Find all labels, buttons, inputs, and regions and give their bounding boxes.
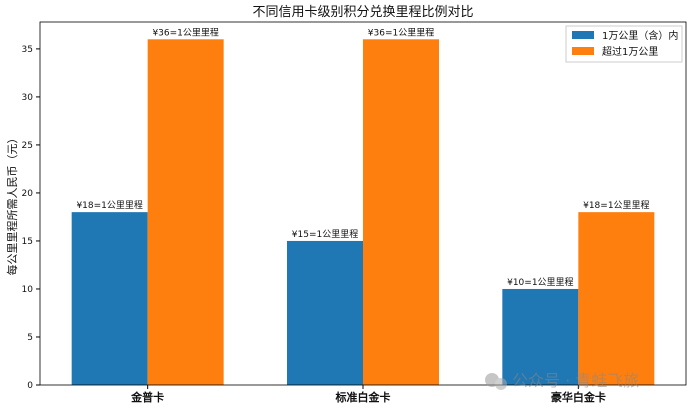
bar xyxy=(578,212,655,385)
watermark: 公众号 · 青蛙飞旅 xyxy=(485,371,639,390)
data-label: ¥18=1公里里程 xyxy=(583,200,649,211)
y-tick-label: 15 xyxy=(22,237,33,247)
bar xyxy=(502,288,579,385)
data-label: ¥15=1公里里程 xyxy=(292,229,358,240)
y-tick-label: 35 xyxy=(22,45,33,55)
y-tick-label: 5 xyxy=(27,333,33,343)
legend-swatch-1 xyxy=(572,47,594,55)
plot-frame xyxy=(39,21,687,386)
legend-label-1: 超过1万公里 xyxy=(602,45,658,58)
legend: 1万公里（含）内 超过1万公里 xyxy=(565,25,683,63)
legend-swatch-0 xyxy=(572,31,594,39)
data-label: ¥10=1公里里程 xyxy=(507,277,573,288)
y-tick-label: 10 xyxy=(22,285,34,295)
y-tick-label: 25 xyxy=(22,141,33,151)
x-tick-label: 豪华白金卡 xyxy=(551,390,606,404)
bar xyxy=(287,240,363,385)
chart-title: 不同信用卡级别积分兑换里程比例对比 xyxy=(252,5,473,20)
x-tick-label: 标准白金卡 xyxy=(335,390,391,404)
y-tick-label: 0 xyxy=(27,381,33,391)
y-tick-label: 20 xyxy=(22,189,34,199)
bar xyxy=(147,39,224,386)
data-label: ¥36=1公里里程 xyxy=(368,27,434,38)
watermark-text: 公众号 · 青蛙飞旅 xyxy=(512,371,639,390)
data-label: ¥36=1公里里程 xyxy=(152,27,218,38)
bar xyxy=(363,39,439,386)
y-tick-label: 30 xyxy=(22,93,34,103)
y-axis-label: 每公里里程所需人民币（元） xyxy=(5,133,19,276)
bar xyxy=(71,212,148,385)
legend-label-0: 1万公里（含）内 xyxy=(602,29,678,42)
data-label: ¥18=1公里里程 xyxy=(76,200,142,211)
x-tick-label: 金普卡 xyxy=(130,390,164,404)
